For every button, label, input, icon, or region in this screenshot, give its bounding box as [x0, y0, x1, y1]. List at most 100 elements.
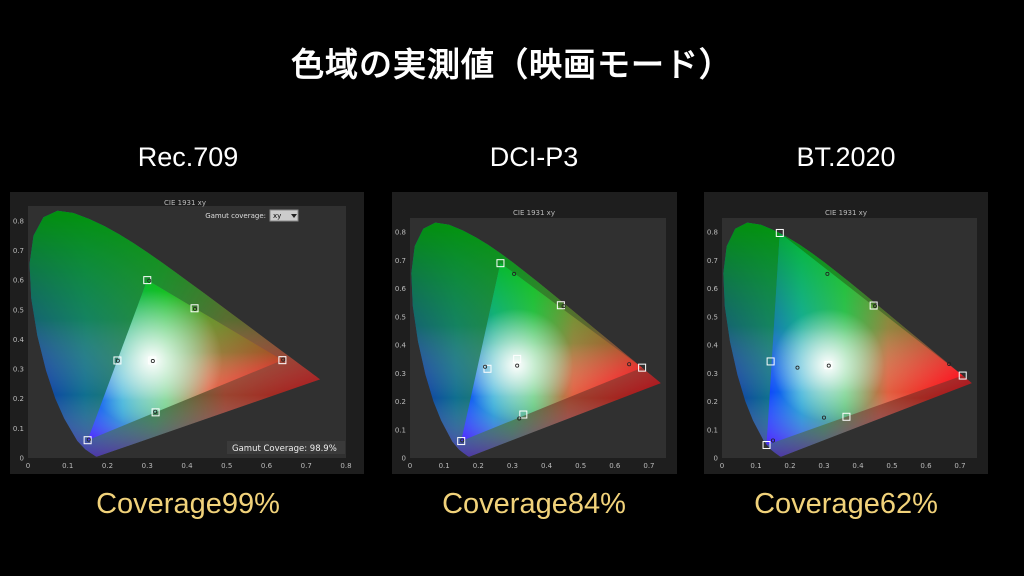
y-tick-label: 0.2 [395, 398, 406, 406]
target-point [190, 304, 199, 313]
measured-point [150, 359, 155, 364]
x-tick-label: 0.1 [750, 462, 761, 470]
x-tick-label: 0.6 [609, 462, 621, 470]
target-point [958, 371, 967, 380]
y-tick-label: 0.5 [707, 313, 718, 321]
x-tick-label: 0.4 [541, 462, 553, 470]
y-tick-label: 0.2 [707, 398, 718, 406]
x-tick-label: 0.4 [852, 462, 864, 470]
y-tick-label: 0.3 [707, 370, 718, 378]
target-point [519, 410, 528, 419]
measured-point [795, 365, 800, 370]
chart-panel-rec709: CIE 1931 xy 0 0.1 0.2 0.3 0.4 0.5 0.6 0.7 0.8 0 0.1… [10, 192, 364, 474]
gamut-label-bt2020: BT.2020 [796, 142, 896, 172]
y-tick-label: 0.6 [707, 285, 719, 293]
target-point [762, 441, 771, 450]
y-tick-label: 0 [20, 455, 24, 463]
cie-chart-dcip3: CIE 1931 xy 0 0.1 0.2 0.3 0.4 0.5 0.6 0.7 0 0.1 0.2… [395, 209, 666, 470]
x-tick-label: 0.4 [181, 462, 193, 470]
y-tick-label: 0.8 [395, 229, 406, 237]
x-tick-label: 0.2 [473, 462, 484, 470]
gamut-dropdown[interactable] [269, 209, 299, 222]
chart-title: CIE 1931 xy [513, 209, 555, 217]
measured-point [460, 438, 465, 443]
x-tick-label: 0.2 [784, 462, 795, 470]
measured-point [483, 364, 488, 369]
measured-point [822, 415, 827, 420]
y-tick-label: 0.7 [395, 257, 406, 265]
gamut-label-dcip3: DCI-P3 [489, 142, 579, 172]
y-tick-label: 0.4 [13, 336, 25, 344]
x-tick-label: 0.3 [142, 462, 153, 470]
x-tick-label: 0.2 [102, 462, 113, 470]
x-tick-label: 0.6 [920, 462, 932, 470]
x-tick-label: 0.8 [340, 462, 351, 470]
measured-point [147, 278, 152, 283]
x-tick-label: 0 [26, 462, 30, 470]
gamut-label-rec709: Rec.709 [137, 142, 239, 172]
y-tick-label: 0.4 [707, 342, 719, 350]
gamut-coverage-readout: Gamut Coverage: 98.9% [232, 444, 337, 454]
coverage-bt2020: Coverage62% [754, 488, 938, 520]
gamut-dropdown-value: xy [273, 212, 281, 220]
x-tick-label: 0.3 [818, 462, 829, 470]
target-point [513, 354, 522, 363]
measured-point [872, 304, 877, 309]
chart-title: CIE 1931 xy [825, 209, 867, 217]
y-tick-label: 0.4 [395, 342, 407, 350]
y-tick-label: 0.8 [13, 217, 24, 225]
target-point [483, 364, 492, 373]
y-tick-label: 0.1 [13, 425, 24, 433]
gamut-triangle [87, 280, 283, 441]
measured-point [561, 304, 566, 309]
x-tick-label: 0 [720, 462, 724, 470]
chart-panel-bt2020: CIE 1931 xy 0 0.1 0.2 0.3 0.4 0.5 0.6 0.7 0 0.1 0.2… [704, 192, 988, 474]
y-tick-label: 0 [714, 455, 718, 463]
y-tick-label: 0.3 [395, 370, 406, 378]
chart-panel-dcip3: CIE 1931 xy 0 0.1 0.2 0.3 0.4 0.5 0.6 0.7 0 0.1 0.2… [392, 192, 677, 474]
y-tick-label: 0.1 [707, 426, 718, 434]
measured-point [627, 362, 632, 367]
measured-point [517, 416, 522, 421]
measured-point [86, 437, 91, 442]
target-point [113, 356, 122, 365]
target-point [278, 356, 287, 365]
x-tick-label: 0.7 [643, 462, 654, 470]
target-point [869, 301, 878, 310]
target-point [457, 437, 466, 446]
target-point [148, 356, 157, 365]
gamut-triangle [461, 263, 643, 442]
cie-chart-rec709: CIE 1931 xy 0 0.1 0.2 0.3 0.4 0.5 0.6 0.7 0.8 0 0.1… [13, 199, 352, 470]
y-tick-label: 0.2 [13, 395, 24, 403]
x-tick-label: 0.1 [439, 462, 450, 470]
x-tick-label: 0.7 [301, 462, 312, 470]
measured-point [192, 306, 197, 311]
x-tick-label: 0.5 [575, 462, 586, 470]
target-point [638, 363, 647, 372]
y-tick-label: 0.6 [13, 277, 25, 285]
coverage-rec709: Coverage99% [96, 488, 280, 520]
x-tick-label: 0.5 [221, 462, 232, 470]
x-tick-label: 0.3 [507, 462, 518, 470]
target-point [842, 412, 851, 421]
measured-point [115, 358, 120, 363]
chevron-down-icon [291, 214, 297, 218]
measured-point [153, 409, 158, 414]
y-tick-label: 0.8 [707, 229, 718, 237]
coverage-dcip3: Coverage84% [442, 488, 626, 520]
target-point [824, 361, 833, 370]
measured-point [826, 363, 831, 368]
y-tick-label: 0.1 [395, 426, 406, 434]
x-tick-label: 0.5 [886, 462, 897, 470]
y-tick-label: 0.3 [13, 366, 24, 374]
y-tick-label: 0.5 [13, 306, 24, 314]
y-tick-label: 0.5 [395, 313, 406, 321]
x-tick-label: 0.1 [62, 462, 73, 470]
target-point [775, 228, 784, 237]
gamut-coverage-box [227, 441, 345, 454]
target-point [151, 408, 160, 417]
measured-point [515, 363, 520, 368]
measured-point [281, 357, 286, 362]
measured-point [512, 271, 517, 276]
x-tick-label: 0 [408, 462, 412, 470]
